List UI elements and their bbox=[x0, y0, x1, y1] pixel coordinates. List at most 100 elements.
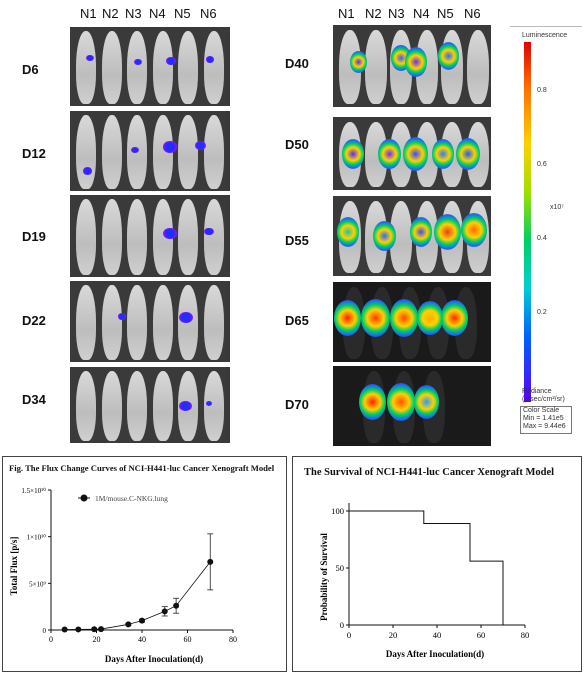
colorbar-tick: 0.8 bbox=[537, 87, 547, 94]
flux-data-point bbox=[91, 626, 98, 633]
flux-series-line bbox=[64, 561, 211, 630]
column-label-n2: N2 bbox=[102, 6, 119, 21]
column-label-n1-right: N1 bbox=[338, 6, 355, 21]
bli-image bbox=[70, 27, 230, 106]
mouse bbox=[76, 199, 96, 275]
column-label-n6: N6 bbox=[200, 6, 217, 21]
mouse bbox=[76, 31, 96, 104]
column-label-n4-right: N4 bbox=[413, 6, 430, 21]
mouse bbox=[76, 285, 96, 360]
radiance-units: (p/sec/cm²/sr) bbox=[522, 396, 565, 403]
luminescence-signal bbox=[359, 384, 387, 420]
flux-x-tick-label: 20 bbox=[93, 635, 101, 644]
mouse bbox=[101, 199, 122, 275]
mouse bbox=[203, 285, 224, 360]
mouse bbox=[178, 31, 198, 104]
luminescence-signal bbox=[404, 46, 428, 77]
flux-y-tick-label: 1.5×10¹⁰ bbox=[21, 487, 46, 495]
bli-image bbox=[70, 195, 230, 277]
color-scale-box: Color Scale Min = 1.41e5 Max = 9.44e6 bbox=[520, 406, 572, 434]
mouse bbox=[127, 199, 147, 275]
colorbar-panel: Luminescence 0.8 0.6 0.4 0.2 x10⁷ Radian… bbox=[510, 26, 582, 434]
mouse bbox=[127, 285, 147, 360]
luminescence-signal bbox=[134, 58, 142, 65]
luminescence-signal bbox=[178, 311, 194, 324]
day-label: D55 bbox=[285, 233, 309, 248]
luminescence-signal bbox=[413, 385, 440, 419]
flux-x-tick-label: 60 bbox=[184, 635, 192, 644]
luminescence-signal bbox=[431, 138, 455, 169]
mouse bbox=[203, 115, 224, 189]
mouse bbox=[101, 285, 122, 360]
column-label-n3-right: N3 bbox=[388, 6, 405, 21]
luminescence-signal bbox=[386, 383, 416, 421]
mouse bbox=[101, 115, 122, 189]
flux-data-point bbox=[173, 602, 180, 609]
mouse bbox=[101, 31, 122, 104]
mouse bbox=[127, 31, 147, 104]
survival-x-tick-label: 60 bbox=[477, 630, 486, 640]
luminescence-signal bbox=[206, 401, 213, 407]
column-label-n2-right: N2 bbox=[365, 6, 382, 21]
flux-chart-panel: Fig. The Flux Change Curves of NCI-H441-… bbox=[2, 456, 287, 672]
flux-data-point bbox=[139, 617, 145, 624]
survival-y-tick-label: 0 bbox=[340, 620, 344, 630]
luminescence-signal bbox=[402, 136, 429, 171]
luminescence-signal bbox=[178, 401, 192, 412]
mouse bbox=[127, 371, 147, 441]
mouse bbox=[339, 30, 361, 104]
colorbar-gradient bbox=[524, 42, 531, 402]
survival-x-tick-label: 20 bbox=[389, 630, 398, 640]
flux-data-point bbox=[207, 558, 214, 565]
mouse bbox=[101, 371, 122, 441]
flux-y-tick-label: 1×10¹⁰ bbox=[27, 534, 47, 542]
mouse bbox=[76, 115, 96, 189]
mouse bbox=[152, 371, 173, 441]
flux-y-axis-label: Total Flux [p/s] bbox=[9, 537, 19, 596]
column-label-n5: N5 bbox=[174, 6, 191, 21]
mouse bbox=[390, 201, 412, 273]
survival-chart: 0 20 40 60 80 0 50 100 Days After Inoculation(d… bbox=[319, 503, 529, 659]
column-label-n3: N3 bbox=[125, 6, 142, 21]
colorbar-title: Luminescence bbox=[522, 32, 568, 39]
luminescence-signal bbox=[130, 147, 139, 154]
luminescence-signal bbox=[378, 138, 401, 169]
flux-chart-title: Fig. The Flux Change Curves of NCI-H441-… bbox=[9, 463, 275, 473]
colorbar-tick: 0.4 bbox=[537, 235, 547, 242]
colorbar-divider bbox=[510, 26, 582, 27]
bli-image bbox=[70, 367, 230, 443]
day-label: D19 bbox=[22, 229, 46, 244]
flux-data-point bbox=[61, 626, 68, 633]
luminescence-signal bbox=[166, 57, 176, 65]
column-label-n1: N1 bbox=[80, 6, 97, 21]
column-label-n4: N4 bbox=[149, 6, 166, 21]
flux-x-axis-label: Days After Inoculation(d) bbox=[105, 654, 203, 664]
luminescence-signal bbox=[86, 54, 94, 62]
mouse bbox=[364, 30, 387, 104]
column-label-n6-right: N6 bbox=[464, 6, 481, 21]
luminescence-signal bbox=[417, 301, 443, 335]
flux-data-point bbox=[75, 626, 82, 633]
mouse bbox=[152, 199, 173, 275]
mouse bbox=[152, 31, 173, 104]
luminescence-signal bbox=[350, 50, 367, 73]
mouse bbox=[178, 115, 198, 189]
flux-marks bbox=[61, 533, 214, 633]
luminescence-signal bbox=[341, 138, 365, 169]
flux-y-tick-label: 0 bbox=[43, 627, 47, 635]
day-label: D12 bbox=[22, 146, 46, 161]
survival-y-axis-label: Probability of Survival bbox=[319, 533, 329, 621]
survival-chart-title: The Survival of NCI-H441-luc Cancer Xeno… bbox=[304, 467, 555, 478]
mouse bbox=[390, 122, 412, 187]
luminescence-signal bbox=[204, 227, 214, 236]
day-label: D34 bbox=[22, 392, 46, 407]
flux-legend-label: 1M/mouse.C-NKG.lung bbox=[95, 494, 168, 503]
flux-y-tick-label: 5×10⁹ bbox=[29, 580, 46, 588]
color-scale-max: Max = 9.44e6 bbox=[523, 423, 566, 430]
bli-image bbox=[333, 282, 491, 362]
bli-image bbox=[70, 281, 230, 362]
radiance-label: Radiance bbox=[522, 388, 552, 395]
bli-image bbox=[70, 111, 230, 191]
luminescence-signal bbox=[389, 299, 419, 337]
mouse bbox=[466, 30, 489, 104]
